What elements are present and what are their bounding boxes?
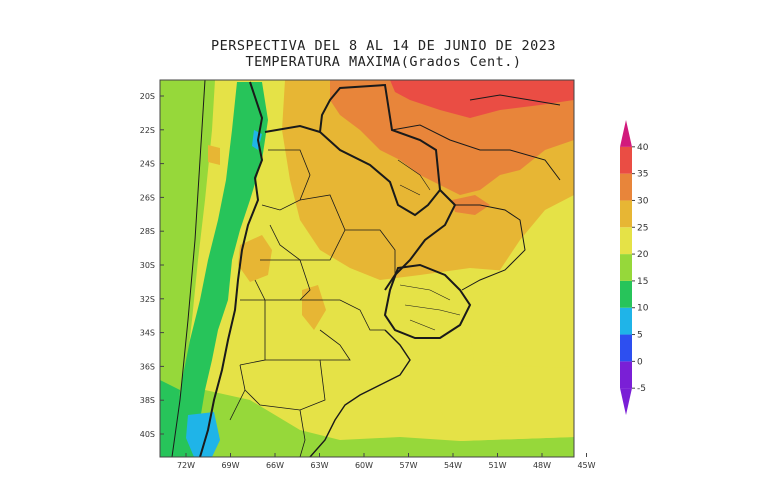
lat-tick-label: 32S (140, 295, 155, 304)
colorbar-band (620, 227, 632, 255)
colorbar-band (620, 200, 632, 228)
colorbar-band (620, 173, 632, 201)
colorbar-tick-label: 20 (637, 250, 649, 260)
colorbar-tick-label: 5 (637, 331, 643, 341)
lat-tick-label: 26S (140, 193, 155, 202)
longitude-axis: 72W 69W 66W 63W 60W 57W 54W 51W 48W 45W (177, 453, 596, 470)
colorbar-tick-label: 30 (637, 196, 649, 206)
lon-tick-label: 51W (488, 461, 506, 470)
colorbar-tick-label: 25 (637, 223, 648, 233)
lon-tick-label: 54W (444, 461, 462, 470)
lon-tick-label: 48W (533, 461, 551, 470)
colorbar-band (620, 146, 632, 174)
colorbar-min-triangle (620, 388, 632, 415)
colorbar-tick-label: 0 (637, 357, 643, 367)
colorbar-band (620, 361, 632, 389)
colorbar-band (620, 334, 632, 362)
lon-tick-label: 69W (221, 461, 239, 470)
colorbar-band (620, 307, 632, 335)
map-subtitle: TEMPERATURA MAXIMA(Grados Cent.) (245, 54, 522, 70)
colorbar-band (620, 280, 632, 308)
map-frame (159, 79, 575, 458)
colorbar-tick-label: 15 (637, 277, 648, 287)
lat-tick-label: 22S (140, 126, 155, 135)
colorbar: 40 35 30 25 20 15 10 5 0 -5 (620, 120, 649, 415)
lat-tick-label: 30S (140, 261, 155, 270)
map-field (160, 80, 574, 457)
lon-tick-label: 57W (399, 461, 417, 470)
colorbar-tick-label: 10 (637, 304, 649, 314)
lon-tick-label: 63W (310, 461, 328, 470)
lon-tick-label: 66W (266, 461, 284, 470)
lat-tick-label: 24S (140, 160, 155, 169)
lat-tick-label: 28S (140, 227, 155, 236)
lat-tick-label: 20S (140, 92, 155, 101)
map-title: PERSPECTIVA DEL 8 AL 14 DE JUNIO DE 2023 (210, 38, 557, 54)
lat-tick-label: 40S (140, 430, 155, 439)
lon-tick-label: 45W (577, 461, 595, 470)
political-boundaries (171, 80, 561, 457)
lat-tick-label: 38S (140, 396, 155, 405)
lat-tick-label: 34S (140, 329, 155, 338)
colorbar-tick-label: 35 (637, 170, 648, 180)
colorbar-band (620, 254, 632, 281)
colorbar-max-triangle (620, 120, 632, 147)
colorbar-tick-label: 40 (637, 143, 649, 153)
lon-tick-label: 60W (355, 461, 373, 470)
lon-tick-label: 72W (177, 461, 195, 470)
lat-tick-label: 36S (140, 362, 155, 371)
latitude-axis: 20S 22S 24S 26S 28S 30S 32S 34S 36S 38S 40S (140, 92, 164, 439)
colorbar-tick-label: -5 (637, 384, 646, 394)
